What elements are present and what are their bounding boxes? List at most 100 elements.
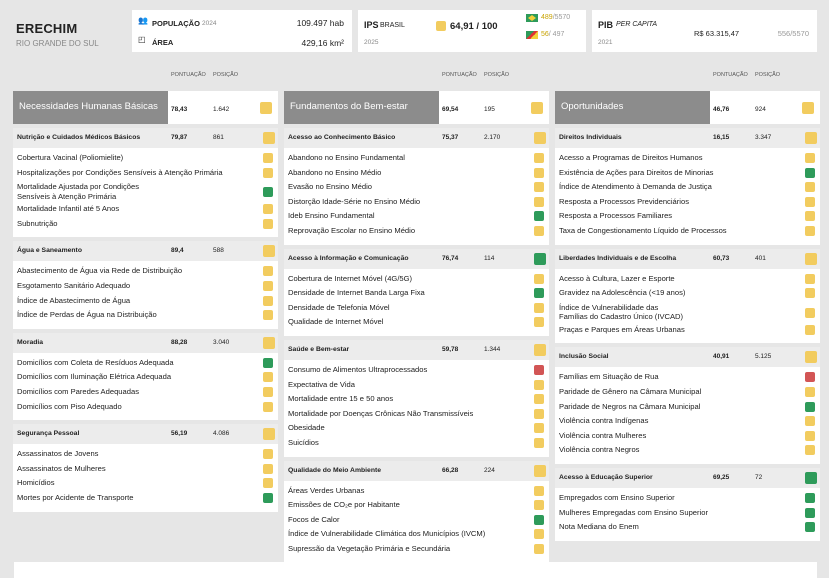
indicator-row-emissoes-de-co-e-por-habitante[interactable]: Emissões de CO₂e por Habitante (288, 500, 400, 510)
indicator-row-domicilios-com-coleta-de-residuos-adequada[interactable]: Domicílios com Coleta de Resíduos Adequa… (17, 358, 174, 368)
indicator-label: Resposta a Processos Previdenciários (559, 196, 689, 206)
section-score: 40,91 (713, 353, 730, 361)
indicator-row-densidade-de-internet-banda-larga-fixa[interactable]: Densidade de Internet Banda Larga Fixa (288, 288, 425, 298)
indicator-row-paridade-de-genero-na-camara-municipal[interactable]: Paridade de Gênero na Câmara Municipal (559, 387, 701, 397)
indicator-label: Mulheres Empregadas com Ensino Superior (559, 507, 708, 517)
indicator-row-domicilios-com-iluminacao-eletrica-adequada[interactable]: Domicílios com Iluminação Elétrica Adequ… (17, 372, 171, 382)
section-score-indicator (805, 252, 817, 265)
indicator-row-esgotamento-sanitario-adequado[interactable]: Esgotamento Sanitário Adequado (17, 281, 130, 291)
indicator-status-indicator (534, 514, 544, 525)
indicator-row-homicidios[interactable]: Homicídios (17, 478, 55, 488)
indicator-row-evasao-no-ensino-medio[interactable]: Evasão no Ensino Médio (288, 182, 372, 192)
indicator-row-suicidios[interactable]: Suicídios (288, 438, 319, 448)
dimension-banner[interactable]: Oportunidades 46,76 924 (555, 91, 820, 124)
indicator-row-distorcao-idade-serie-no-ensino-medio[interactable]: Distorção Idade-Série no Ensino Médio (288, 197, 420, 207)
indicator-row-subnutricao[interactable]: Subnutrição (17, 219, 58, 229)
indicator-row-ideb-ensino-fundamental[interactable]: Ideb Ensino Fundamental (288, 211, 375, 221)
indicator-row-taxa-de-congestionamento-liquido-de-processos[interactable]: Taxa de Congestionamento Líquido de Proc… (559, 226, 727, 236)
indicator-row-acesso-a-cultura-lazer-e-esporte[interactable]: Acesso à Cultura, Lazer e Esporte (559, 274, 675, 284)
indicator-row-nota-mediana-do-enem[interactable]: Nota Mediana do Enem (559, 522, 639, 532)
indicator-row-mortalidade-infantil-ate-5-anos[interactable]: Mortalidade Infantil até 5 Anos (17, 204, 119, 214)
indicator-row-acesso-a-programas-de-direitos-humanos[interactable]: Acesso a Programas de Direitos Humanos (559, 153, 703, 163)
indicator-row-indice-de-abastecimento-de-agua[interactable]: Índice de Abastecimento de Água (17, 296, 130, 306)
section-score-indicator (805, 472, 817, 484)
indicator-status-indicator (534, 302, 544, 313)
pib-year: 2021 (598, 39, 613, 46)
indicator-row-densidade-de-telefonia-movel[interactable]: Densidade de Telefonia Móvel (288, 303, 390, 313)
indicator-row-indice-de-perdas-de-agua-na-distribuicao[interactable]: Índice de Perdas de Água na Distribuição (17, 310, 157, 320)
indicator-row-violencia-contra-indigenas[interactable]: Violência contra Indígenas (559, 416, 648, 426)
indicator-row-cobertura-vacinal-poliomielite[interactable]: Cobertura Vacinal (Poliomielite) (17, 153, 123, 163)
indicator-status-indicator (263, 187, 273, 198)
indicator-row-cobertura-de-internet-movel-4g-5g[interactable]: Cobertura de Internet Móvel (4G/5G) (288, 274, 412, 284)
section-header-qualidade-do-meio-ambiente[interactable]: Qualidade do Meio Ambiente 66,28 224 (284, 460, 549, 481)
indicator-row-expectativa-de-vida[interactable]: Expectativa de Vida (288, 380, 355, 390)
indicator-row-abastecimento-de-agua-via-rede-de-distribuicao[interactable]: Abastecimento de Água via Rede de Distri… (17, 266, 182, 276)
indicator-label: Abandono no Ensino Médio (288, 167, 382, 177)
indicator-row-obesidade[interactable]: Obesidade (288, 423, 325, 433)
section-header-seguranca-pessoal[interactable]: Segurança Pessoal 56,19 4.086 (13, 424, 278, 445)
section-header-acesso-a-educacao-superior[interactable]: Acesso à Educação Superior 69,25 72 (555, 468, 820, 488)
indicator-row-gravidez-na-adolescencia-19-anos[interactable]: Gravidez na Adolescência (<19 anos) (559, 288, 685, 298)
section-score-indicator (263, 132, 275, 144)
section-header-acesso-ao-conhecimento-basico[interactable]: Acesso ao Conhecimento Básico 75,37 2.170 (284, 128, 549, 148)
indicator-row-mortalidade-por-doencas-cronicas-nao-transmissiveis[interactable]: Mortalidade por Doenças Crônicas Não Tra… (288, 409, 473, 419)
indicator-label: Hospitalizações por Condições Sensíveis … (17, 167, 223, 177)
dimension-position: 1.642 (213, 106, 230, 113)
indicator-row-supressao-da-vegetacao-primaria-e-secundaria[interactable]: Supressão da Vegetação Primária e Secund… (288, 544, 450, 554)
indicator-row-resposta-a-processos-previdenciarios[interactable]: Resposta a Processos Previdenciários (559, 197, 689, 207)
indicator-row-existencia-de-acoes-para-direitos-de-minorias[interactable]: Existência de Ações para Direitos de Min… (559, 168, 713, 178)
indicator-row-domicilios-com-paredes-adequadas[interactable]: Domicílios com Paredes Adequadas (17, 387, 139, 397)
indicator-row-consumo-de-alimentos-ultraprocessados[interactable]: Consumo de Alimentos Ultraprocessados (288, 365, 427, 375)
indicator-row-resposta-a-processos-familiares[interactable]: Resposta a Processos Familiares (559, 211, 672, 221)
indicator-row-reprovacao-escolar-no-ensino-medio[interactable]: Reprovação Escolar no Ensino Médio (288, 226, 415, 236)
column-header-position: POSIÇÃO (755, 72, 781, 78)
indicator-row-domicilios-com-piso-adequado[interactable]: Domicílios com Piso Adequado (17, 402, 122, 412)
indicator-status-indicator (534, 408, 544, 419)
indicator-status-indicator (534, 379, 544, 390)
section-header-nutricao-e-cuidados-medicos-basicos[interactable]: Nutrição e Cuidados Médicos Básicos 79,87… (13, 128, 278, 148)
section-header-direitos-individuais[interactable]: Direitos Individuais 16,15 3.347 (555, 128, 820, 148)
indicator-row-mulheres-empregadas-com-ensino-superior[interactable]: Mulheres Empregadas com Ensino Superior (559, 508, 708, 518)
indicator-row-empregados-com-ensino-superior[interactable]: Empregados com Ensino Superior (559, 493, 675, 503)
dimension-banner[interactable]: Fundamentos do Bem-estar 69,54 195 (284, 91, 549, 124)
indicator-row-hospitalizacoes-por-condicoes-sensiveis-a-atencao-primaria[interactable]: Hospitalizações por Condições Sensíveis … (17, 168, 223, 178)
indicator-row-mortes-por-acidente-de-transporte[interactable]: Mortes por Acidente de Transporte (17, 493, 134, 503)
section-score-indicator (805, 351, 817, 364)
section-header-inclusao-social[interactable]: Inclusão Social 40,91 5.125 (555, 347, 820, 368)
indicator-label: Consumo de Alimentos Ultraprocessados (288, 365, 428, 374)
section-header-moradia[interactable]: Moradia 88,28 3.040 (13, 332, 278, 353)
indicator-status-indicator (263, 310, 273, 321)
section-header-liberdades-individuais-e-de-escolha[interactable]: Liberdades Individuais e de Escolha 60,73… (555, 248, 820, 269)
dimension-score-indicator (802, 102, 814, 114)
indicator-row-areas-verdes-urbanas[interactable]: Áreas Verdes Urbanas (288, 486, 364, 496)
indicator-row-abandono-no-ensino-fundamental[interactable]: Abandono no Ensino Fundamental (288, 153, 405, 163)
indicator-row-familias-em-situacao-de-rua[interactable]: Famílias em Situação de Rua (559, 372, 659, 382)
indicator-row-paridade-de-negros-na-camara-municipal[interactable]: Paridade de Negros na Câmara Municipal (559, 402, 700, 412)
indicator-row-violencia-contra-negros[interactable]: Violência contra Negros (559, 445, 639, 455)
indicator-row-mortalidade-ajustada-por-condicoes[interactable]: Mortalidade Ajustada por Condições Sensív… (17, 182, 139, 201)
indicator-row-indice-de-vulnerabilidade-das[interactable]: Índice de Vulnerabilidade das Famílias do… (559, 303, 683, 322)
indicator-row-assassinatos-de-jovens[interactable]: Assassinatos de Jovens (17, 449, 98, 459)
indicator-row-indice-de-vulnerabilidade-climatica-dos-municipios-ivcm[interactable]: Índice de Vulnerabilidade Climática dos … (288, 529, 485, 539)
dimension-banner[interactable]: Necessidades Humanas Básicas 78,43 1.642 (13, 91, 278, 124)
section-header-acesso-a-informacao-e-comunicacao[interactable]: Acesso à Informação e Comunicação 76,74 11… (284, 248, 549, 269)
indicator-row-qualidade-de-internet-movel[interactable]: Qualidade de Internet Móvel (288, 317, 383, 327)
indicator-status-indicator (534, 394, 544, 405)
section-score: 56,19 (171, 430, 188, 438)
indicator-row-pracas-e-parques-em-areas-urbanas[interactable]: Praças e Parques em Áreas Urbanas (559, 325, 685, 335)
indicator-row-mortalidade-entre-15-e-50-anos[interactable]: Mortalidade entre 15 e 50 anos (288, 394, 393, 404)
indicator-label: Violência contra Mulheres (559, 430, 647, 440)
column-header-score: PONTUAÇÃO (442, 72, 477, 78)
indicator-row-focos-de-calor[interactable]: Focos de Calor (288, 515, 340, 525)
indicator-row-abandono-no-ensino-medio[interactable]: Abandono no Ensino Médio (288, 168, 381, 178)
indicator-status-indicator (534, 196, 544, 207)
section-header-saude-e-bem-estar[interactable]: Saúde e Bem-estar 59,78 1.344 (284, 340, 549, 360)
section-header-agua-e-saneamento[interactable]: Água e Saneamento 89,4 588 (13, 241, 278, 262)
section-score-indicator (263, 428, 275, 441)
indicator-label: Densidade de Telefonia Móvel (288, 302, 390, 312)
indicator-row-assassinatos-de-mulheres[interactable]: Assassinatos de Mulheres (17, 464, 106, 474)
indicator-row-violencia-contra-mulheres[interactable]: Violência contra Mulheres (559, 431, 646, 441)
indicator-row-indice-de-atendimento-a-demanda-de-justica[interactable]: Índice de Atendimento à Demanda de Justi… (559, 182, 712, 192)
indicator-status-indicator (263, 478, 273, 489)
